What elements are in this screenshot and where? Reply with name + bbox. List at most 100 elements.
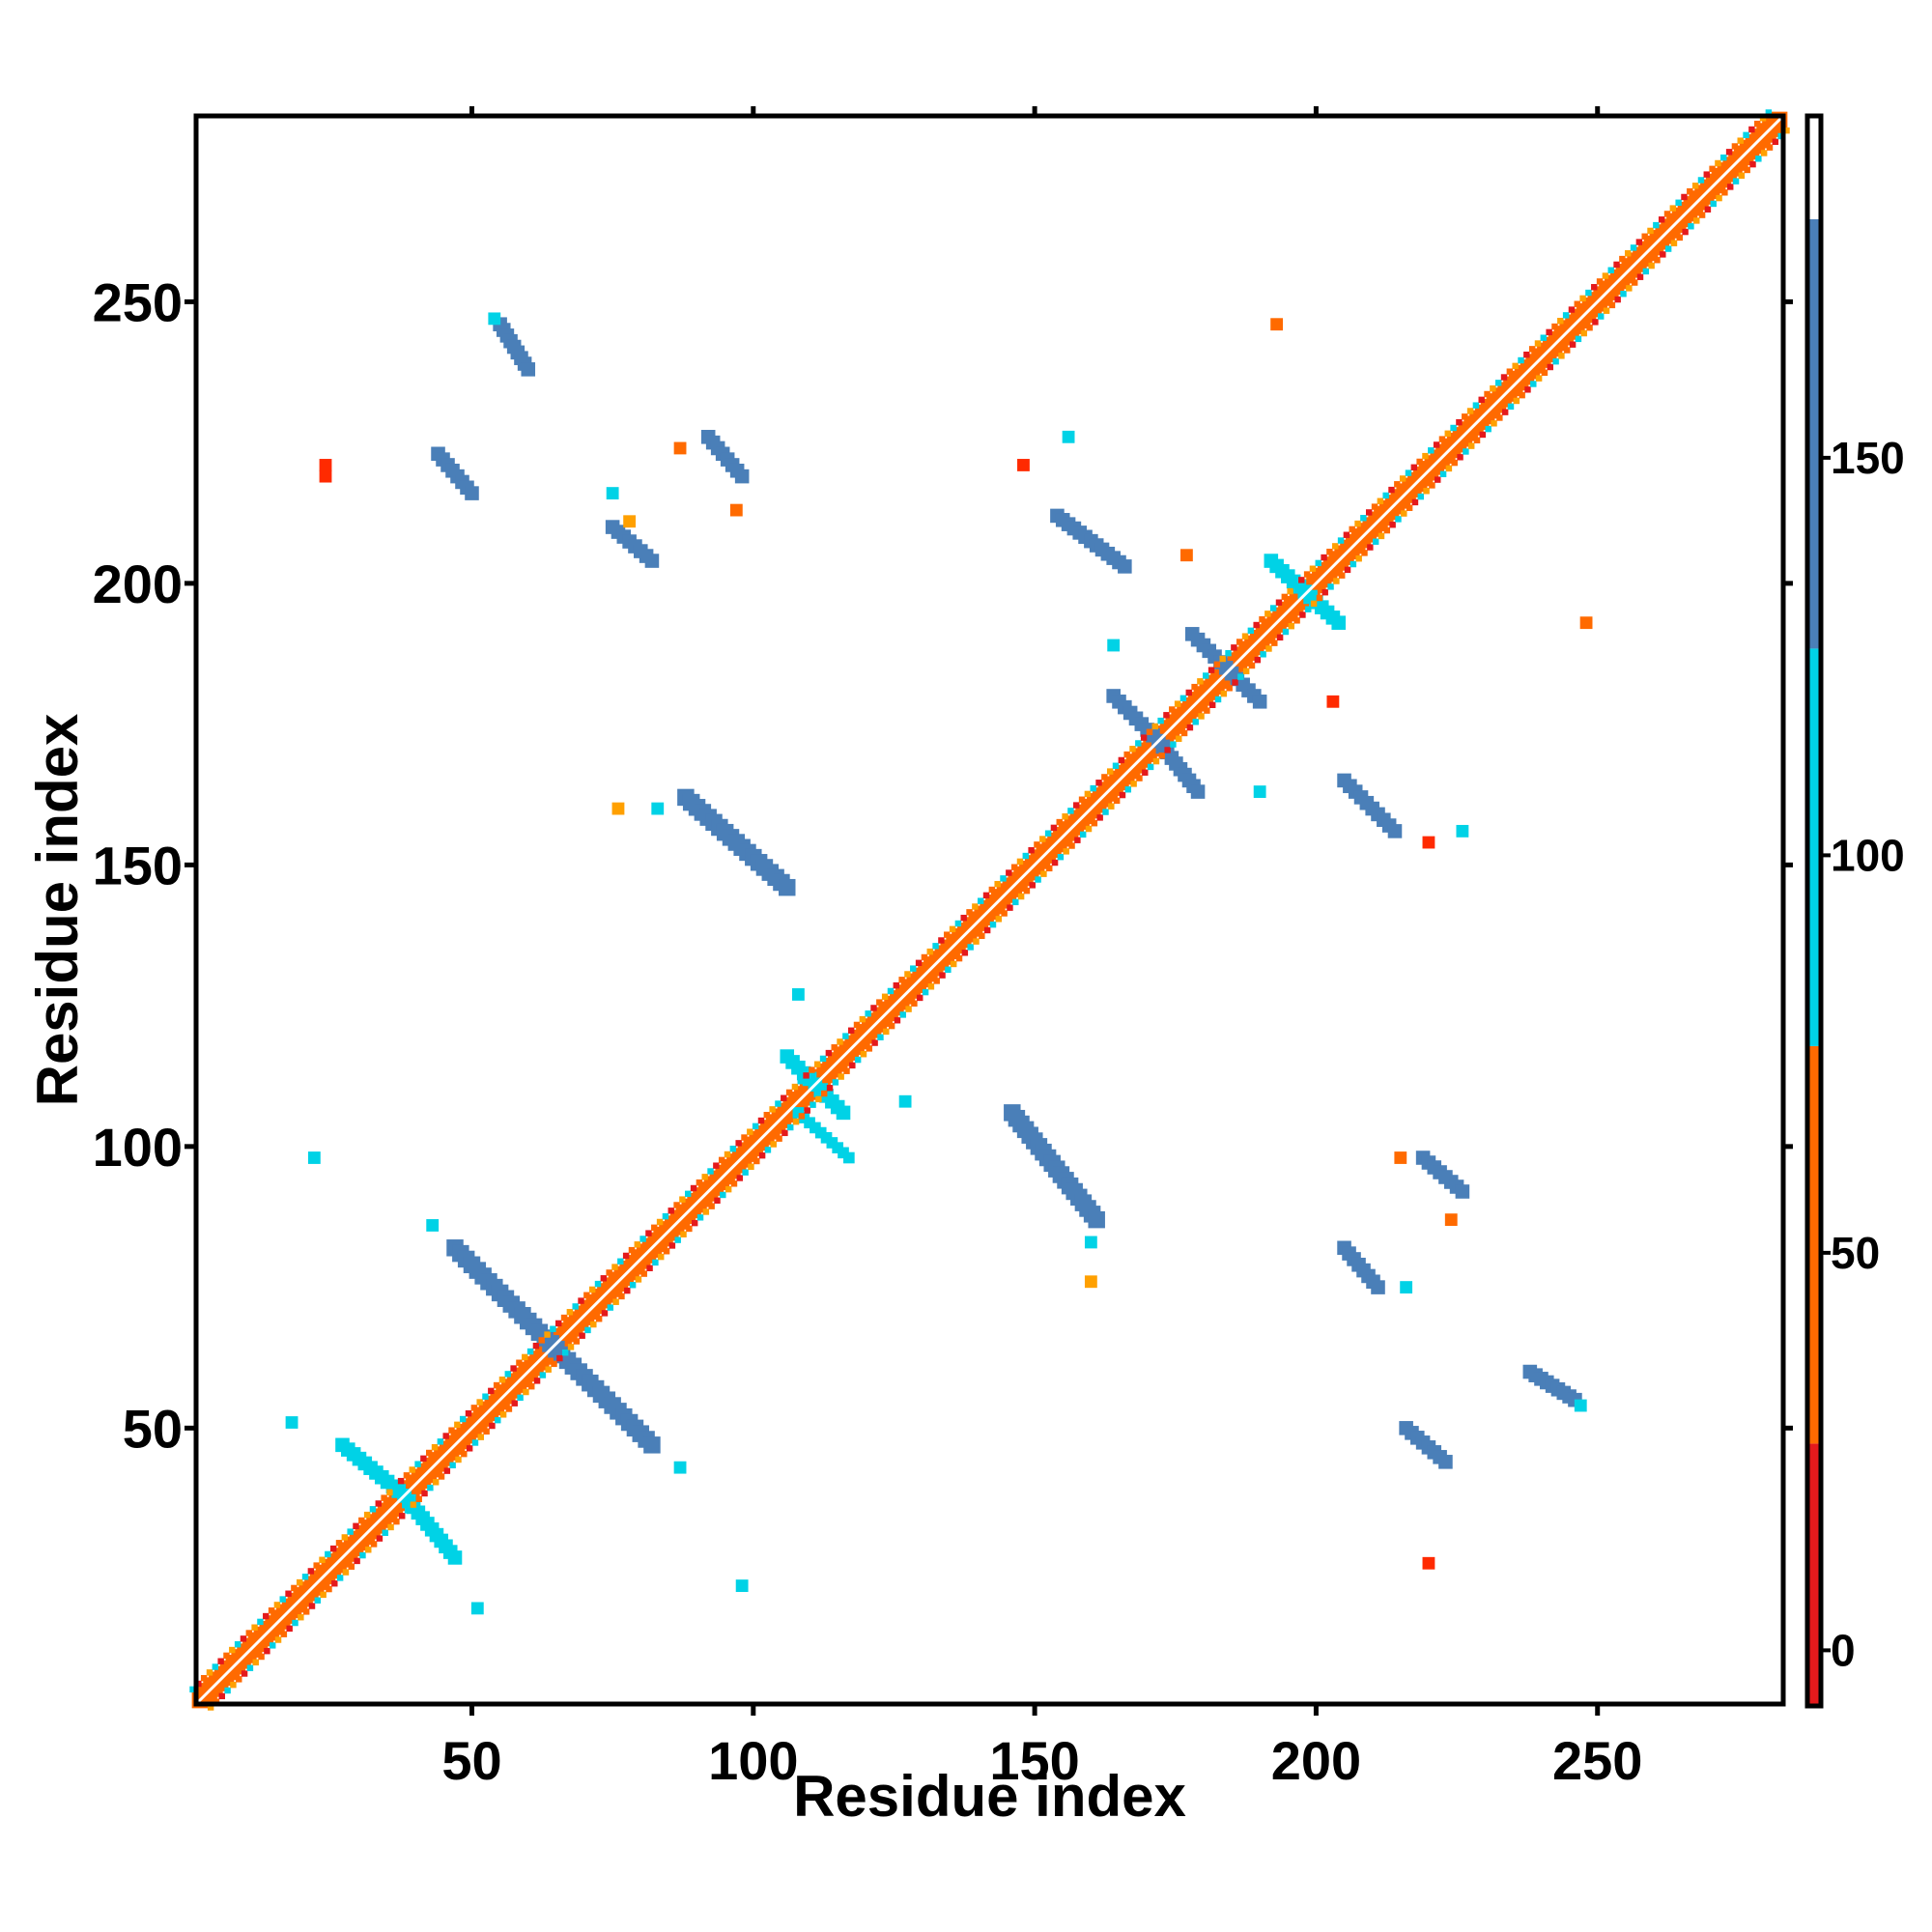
heatmap-cell bbox=[399, 1513, 406, 1520]
heatmap-cell bbox=[1698, 212, 1706, 218]
heatmap-cell bbox=[1316, 594, 1323, 602]
heatmap-cell bbox=[341, 1534, 349, 1541]
heatmap-cell bbox=[1085, 825, 1093, 833]
heatmap-cell bbox=[1494, 380, 1502, 386]
heatmap-cell bbox=[1727, 184, 1734, 190]
heatmap-cell bbox=[1468, 442, 1475, 449]
heatmap-cell bbox=[1703, 171, 1710, 178]
heatmap-cell bbox=[1660, 251, 1666, 258]
x-tick-label: 250 bbox=[1552, 1730, 1642, 1791]
heatmap-cell bbox=[505, 1406, 513, 1412]
heatmap-cell bbox=[320, 1591, 327, 1599]
heatmap-cell bbox=[1417, 493, 1424, 500]
heatmap-cell bbox=[1260, 651, 1266, 658]
heatmap-cell bbox=[673, 1461, 687, 1474]
heatmap-cell bbox=[326, 1585, 332, 1593]
heatmap-cell bbox=[246, 1664, 254, 1671]
heatmap-cell bbox=[454, 1421, 461, 1429]
heatmap-cell bbox=[307, 1568, 315, 1575]
heatmap-cell bbox=[1331, 615, 1347, 630]
heatmap-cell bbox=[1410, 464, 1418, 470]
x-tick-label: 200 bbox=[1271, 1730, 1361, 1791]
heatmap-cell bbox=[1568, 306, 1576, 313]
heatmap-cell bbox=[1676, 234, 1684, 242]
heatmap-cell bbox=[713, 1162, 720, 1169]
colorbar: 0 50 100 150 bbox=[1804, 113, 1905, 1709]
heatmap-cell bbox=[319, 469, 332, 483]
heatmap-cell bbox=[758, 1151, 766, 1159]
heatmap-cell bbox=[1682, 228, 1689, 236]
heatmap-cell bbox=[1142, 769, 1149, 776]
heatmap-cell bbox=[1179, 695, 1187, 702]
heatmap-cell bbox=[1422, 836, 1435, 849]
heatmap-cell bbox=[314, 1597, 322, 1604]
heatmap-cell bbox=[335, 1540, 343, 1547]
colorbar-tick-label: 100 bbox=[1831, 830, 1905, 880]
heatmap-cell bbox=[757, 1117, 765, 1124]
heatmap-cell bbox=[1501, 409, 1509, 415]
heatmap-cell bbox=[538, 1337, 545, 1344]
heatmap-cell bbox=[1631, 279, 1638, 286]
heatmap-cell bbox=[1456, 418, 1463, 426]
heatmap-cell bbox=[1034, 841, 1040, 848]
heatmap-cell bbox=[1753, 120, 1761, 128]
heatmap-cell bbox=[825, 1049, 833, 1057]
heatmap-cell bbox=[979, 932, 985, 940]
heatmap-cell bbox=[910, 965, 917, 972]
heatmap-cell bbox=[944, 931, 951, 938]
heatmap-cell bbox=[1399, 475, 1406, 482]
y-tick-label: 150 bbox=[93, 835, 183, 895]
heatmap-cell bbox=[1237, 673, 1244, 680]
heatmap-cell bbox=[1535, 375, 1543, 382]
heatmap-cell bbox=[1530, 381, 1537, 387]
heatmap-cell bbox=[645, 1230, 652, 1236]
heatmap-cell bbox=[1636, 273, 1644, 280]
heatmap-cell bbox=[264, 1647, 270, 1655]
heatmap-cell bbox=[680, 1231, 687, 1238]
heatmap-cell bbox=[1602, 272, 1609, 279]
heatmap-cell bbox=[877, 1034, 884, 1040]
heatmap-cell bbox=[735, 1579, 749, 1592]
heatmap-cell bbox=[622, 1252, 630, 1260]
heatmap-cell bbox=[656, 1218, 664, 1226]
heatmap-cell bbox=[1485, 425, 1492, 433]
heatmap-cell bbox=[566, 1309, 574, 1316]
x-tick-label: 100 bbox=[708, 1730, 798, 1791]
heatmap-cell bbox=[797, 1078, 804, 1085]
heatmap-cell bbox=[1190, 784, 1206, 799]
heatmap-cell bbox=[523, 1388, 529, 1396]
heatmap-cell bbox=[618, 1293, 625, 1300]
heatmap-cell bbox=[1186, 724, 1194, 731]
heatmap-cell bbox=[572, 1303, 579, 1310]
heatmap-cell bbox=[280, 1631, 288, 1637]
heatmap-cell bbox=[359, 1551, 366, 1559]
heatmap-cell bbox=[495, 1416, 501, 1424]
heatmap-cell bbox=[298, 1614, 304, 1621]
heatmap-cell bbox=[1575, 335, 1582, 343]
heatmap-cell bbox=[471, 1439, 479, 1446]
heatmap-cell bbox=[640, 1270, 647, 1277]
heatmap-cell bbox=[668, 1208, 674, 1214]
heatmap-cell bbox=[301, 1574, 309, 1580]
heatmap-cell bbox=[1450, 424, 1457, 432]
heatmap-cell bbox=[1288, 622, 1294, 630]
heatmap-cell bbox=[511, 1400, 518, 1406]
colorbar-tick-label: 50 bbox=[1831, 1228, 1880, 1278]
heatmap-cell bbox=[257, 1618, 264, 1626]
heatmap-cell bbox=[1540, 334, 1548, 341]
heatmap-cell bbox=[826, 1085, 834, 1092]
heatmap-cell bbox=[639, 1236, 646, 1242]
heatmap-cell bbox=[1438, 1455, 1453, 1469]
heatmap-cell bbox=[1303, 571, 1311, 578]
heatmap-cell bbox=[207, 1704, 214, 1711]
heatmap-cell bbox=[1010, 864, 1018, 870]
heatmap-cell bbox=[1456, 824, 1469, 838]
heatmap-cell bbox=[415, 1495, 422, 1503]
heatmap-cell bbox=[1333, 578, 1340, 584]
heatmap-cell bbox=[1648, 262, 1655, 270]
x-tick-label: 50 bbox=[441, 1730, 501, 1791]
heatmap-cell bbox=[1213, 661, 1221, 668]
heatmap-cell bbox=[643, 1436, 661, 1454]
y-tick-label: 250 bbox=[93, 271, 183, 332]
